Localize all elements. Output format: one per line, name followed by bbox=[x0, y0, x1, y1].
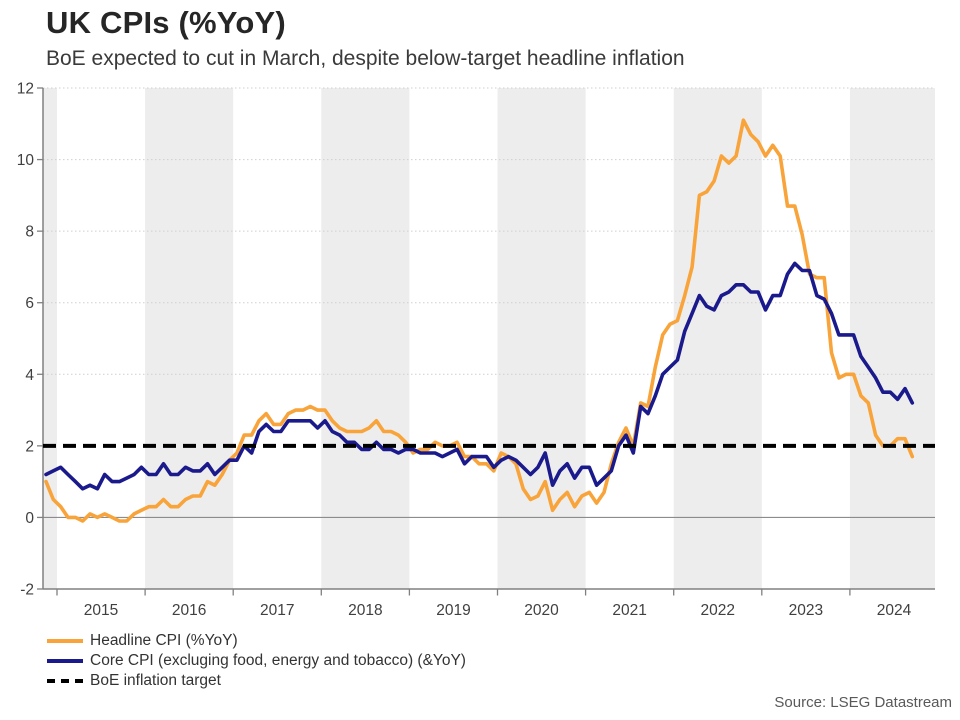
x-tick-label-2017: 2017 bbox=[260, 602, 294, 619]
legend-item-core-cpi: Core CPI (excluging food, energy and tob… bbox=[47, 651, 466, 671]
x-tick-label-2015: 2015 bbox=[84, 602, 118, 619]
x-tick-label-2016: 2016 bbox=[172, 602, 206, 619]
legend-label-core: Core CPI (excluging food, energy and tob… bbox=[90, 652, 466, 669]
x-tick-label-2023: 2023 bbox=[789, 602, 823, 619]
core-cpi-line bbox=[44, 261, 915, 491]
y-tick-label-8: 8 bbox=[25, 224, 34, 241]
legend-label-target: BoE inflation target bbox=[90, 672, 221, 689]
x-tick-label-2021: 2021 bbox=[612, 602, 646, 619]
y-tick-label-4: 4 bbox=[25, 367, 34, 384]
legend: Headline CPI (%YoY) Core CPI (excluging … bbox=[47, 631, 466, 691]
x-tick-label-2019: 2019 bbox=[436, 602, 470, 619]
core-line-swatch bbox=[47, 659, 83, 663]
year-band-2014 bbox=[43, 88, 57, 589]
year-band-2020 bbox=[497, 88, 586, 589]
year-band-2016 bbox=[145, 88, 234, 589]
x-tick-label-2018: 2018 bbox=[348, 602, 382, 619]
legend-label-headline: Headline CPI (%YoY) bbox=[90, 632, 238, 649]
y-tick-label-0: 0 bbox=[25, 510, 34, 527]
source-credit: Source: LSEG Datastream bbox=[774, 694, 952, 711]
x-tick-label-2024: 2024 bbox=[877, 602, 912, 619]
chart-title: UK CPIs (%YoY) bbox=[46, 5, 286, 40]
legend-item-headline-cpi: Headline CPI (%YoY) bbox=[47, 631, 466, 651]
year-band-2018 bbox=[321, 88, 410, 589]
headline-cpi-line bbox=[44, 118, 915, 523]
x-tick-label-2022: 2022 bbox=[701, 602, 735, 619]
chart-subtitle: BoE expected to cut in March, despite be… bbox=[46, 47, 685, 70]
y-tick-label-6: 6 bbox=[25, 295, 34, 312]
year-band-2024 bbox=[849, 88, 935, 589]
y-tick-label-12: 12 bbox=[17, 81, 34, 98]
y-tick-label-2: 2 bbox=[25, 438, 34, 455]
cpi-line-chart: -2 0 2 4 6 8 10 12 2015 2016 2017 2018 2019 2020 2021 2… bbox=[17, 81, 935, 619]
y-tick-label--2: -2 bbox=[20, 582, 34, 599]
y-tick-label-10: 10 bbox=[17, 152, 35, 169]
legend-item-boe-target: BoE inflation target bbox=[47, 671, 466, 691]
x-tick-label-2020: 2020 bbox=[524, 602, 559, 619]
target-line-swatch bbox=[47, 679, 83, 683]
headline-line-swatch bbox=[47, 639, 83, 643]
